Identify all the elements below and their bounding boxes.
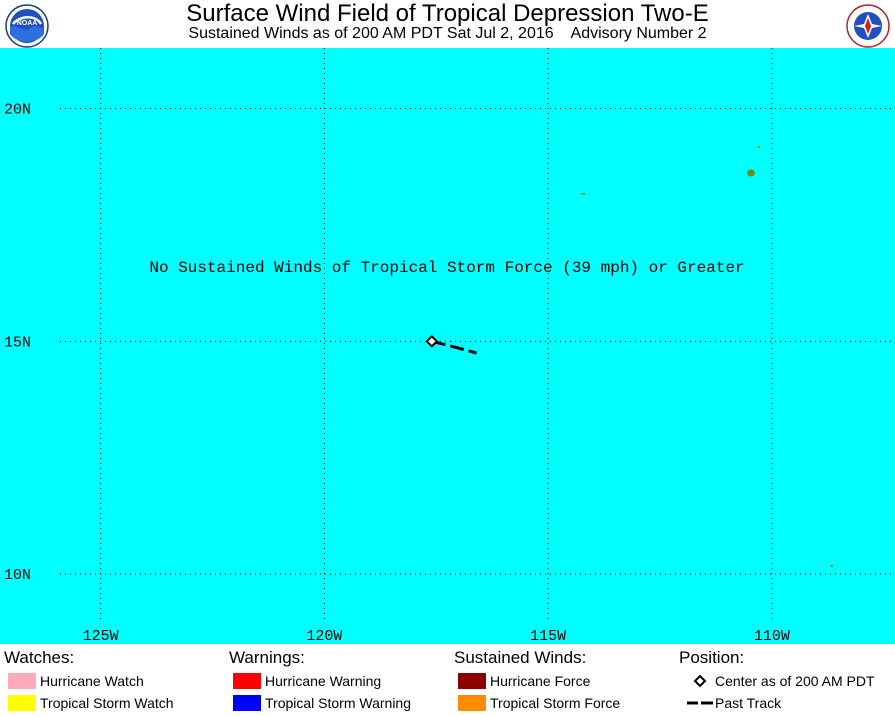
hurricane-warning-label: Hurricane Warning (265, 673, 382, 689)
past-track-label: Past Track (715, 695, 782, 711)
header: NOAA Surface Wind Field of Tropical Depr… (0, 0, 895, 48)
tropical-storm-force-swatch (458, 695, 486, 711)
longitude-label: 110W (754, 628, 790, 644)
latitude-labels: 20N 15N 10N (4, 102, 31, 585)
hurricane-warning-swatch (233, 673, 261, 689)
longitude-label: 120W (306, 628, 342, 644)
clipperton-island (830, 565, 833, 567)
legend-position-heading: Position: (679, 648, 745, 667)
longitude-label: 115W (530, 628, 566, 644)
hurricane-force-swatch (458, 673, 486, 689)
roca-partida (581, 193, 585, 195)
latitude-label: 10N (4, 567, 31, 584)
socorro-island (747, 169, 755, 177)
noaa-logo-text: NOAA (17, 20, 38, 27)
center-position-label: Center as of 200 AM PDT (715, 673, 875, 689)
diamond-icon (693, 674, 707, 688)
longitude-labels: 125W 120W 115W 110W (83, 628, 790, 644)
legend: Watches: Hurricane Watch Tropical Storm … (0, 644, 895, 716)
ocean-area (0, 48, 895, 644)
hurricane-watch-label: Hurricane Watch (40, 673, 144, 689)
legend-winds-heading: Sustained Winds: (454, 648, 587, 667)
longitude-label: 125W (83, 628, 119, 644)
storm-center-marker (425, 334, 439, 348)
no-winds-message: No Sustained Winds of Tropical Storm For… (149, 259, 744, 277)
legend-warnings: Warnings: Hurricane Warning Tropical Sto… (229, 648, 449, 716)
hurricane-force-label: Hurricane Force (490, 673, 591, 689)
tropical-storm-warning-label: Tropical Storm Warning (265, 695, 412, 711)
page-subtitle: Sustained Winds as of 200 AM PDT Sat Jul… (188, 25, 707, 42)
san-benedicto-island (758, 146, 760, 148)
page-title: Surface Wind Field of Tropical Depressio… (186, 0, 709, 27)
tropical-storm-watch-swatch (8, 695, 36, 711)
graticule (60, 48, 895, 620)
legend-watches: Watches: Hurricane Watch Tropical Storm … (4, 648, 224, 716)
past-track-line (431, 339, 477, 355)
legend-warnings-heading: Warnings: (229, 648, 305, 667)
tropical-storm-watch-label: Tropical Storm Watch (40, 695, 174, 711)
map-panel: 20N 15N 10N 125W 120W 115W 110W No Sustained … (0, 48, 895, 644)
dashed-line-icon (687, 701, 713, 705)
tropical-storm-warning-swatch (233, 695, 261, 711)
legend-sustained-winds: Sustained Winds: Hurricane Force Tropica… (454, 648, 674, 716)
nws-logo (846, 4, 890, 48)
legend-position: Position: Center as of 200 AM PDT Past T… (679, 648, 891, 716)
hurricane-watch-swatch (8, 673, 36, 689)
wind-field-map: 20N 15N 10N 125W 120W 115W 110W No Sustained … (0, 48, 895, 644)
legend-watches-heading: Watches: (4, 648, 75, 667)
noaa-logo: NOAA (5, 4, 49, 48)
latitude-label: 20N (4, 102, 31, 119)
latitude-label: 15N (4, 334, 31, 351)
land-areas (581, 146, 833, 567)
tropical-storm-force-label: Tropical Storm Force (490, 695, 621, 711)
